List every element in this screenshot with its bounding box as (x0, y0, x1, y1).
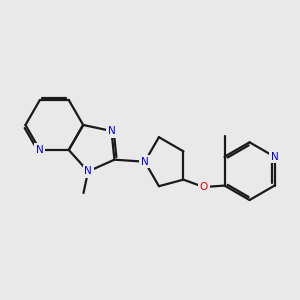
Text: N: N (271, 152, 278, 162)
Text: N: N (108, 126, 115, 136)
Text: N: N (141, 157, 148, 167)
Text: N: N (36, 145, 44, 155)
Text: N: N (84, 167, 92, 176)
Text: O: O (200, 182, 208, 192)
